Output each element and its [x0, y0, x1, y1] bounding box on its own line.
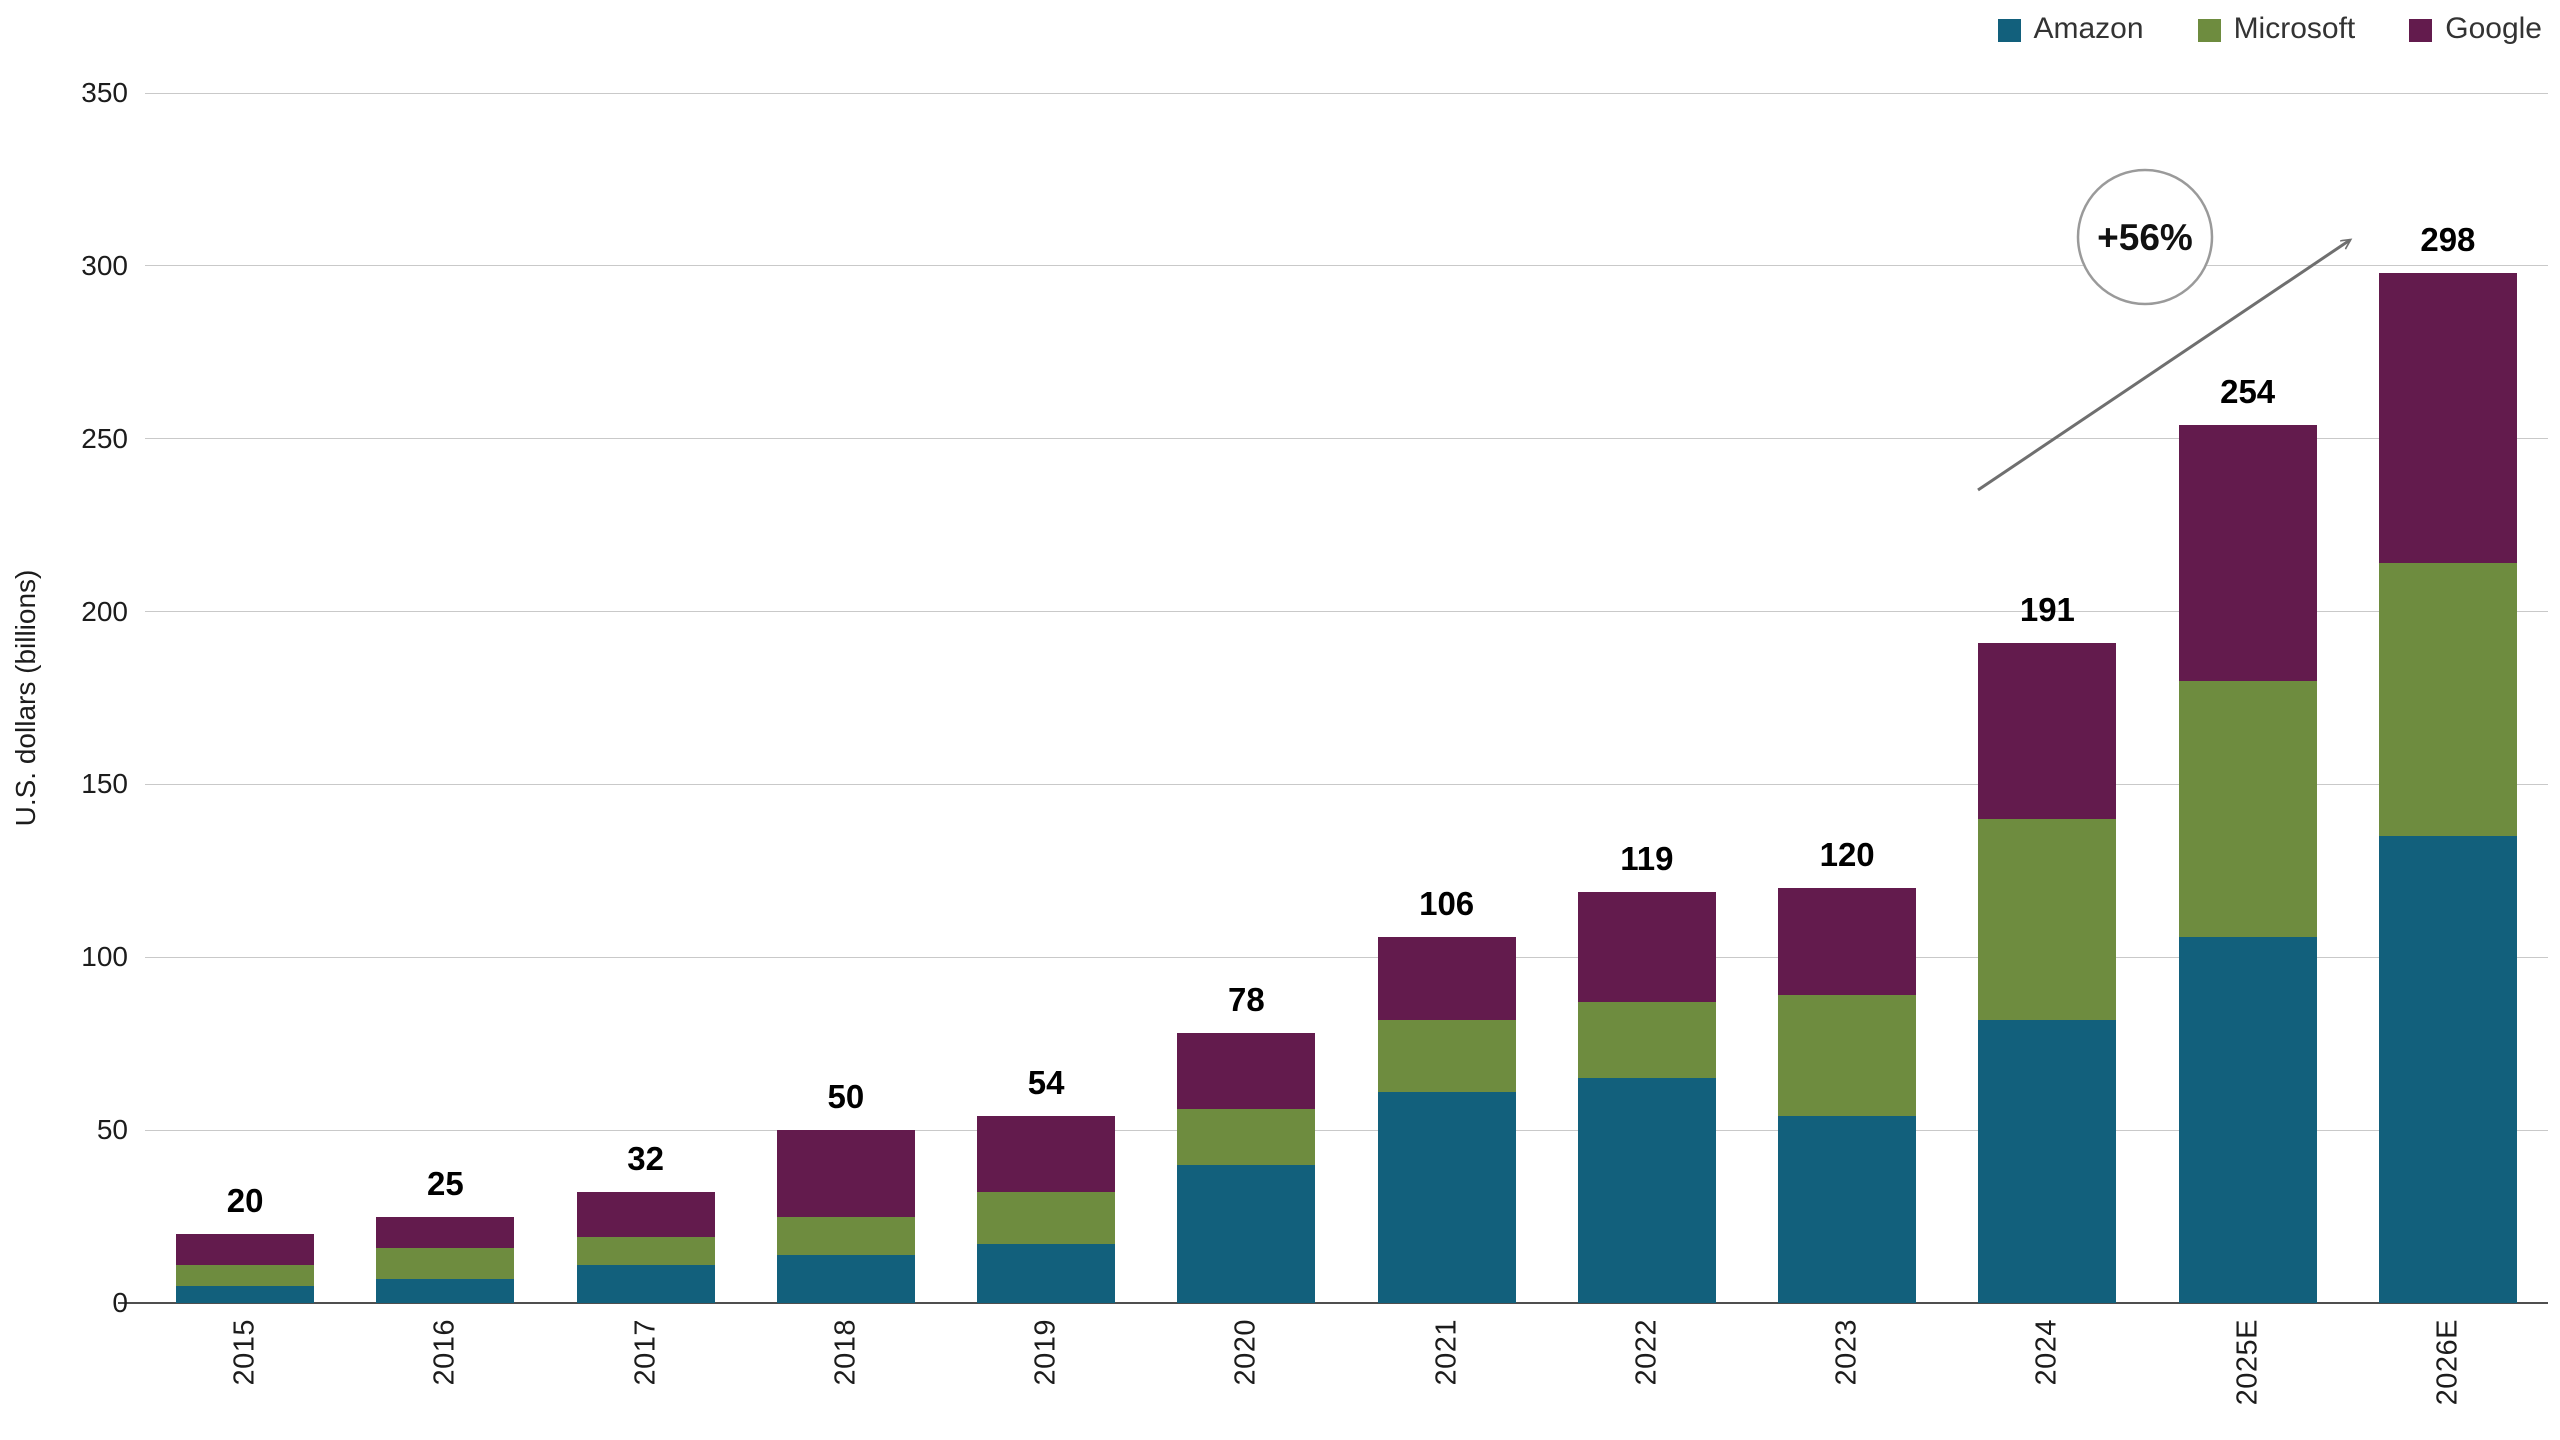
x-axis-label: 2015 — [228, 1319, 261, 1386]
bar-segment-microsoft — [176, 1264, 315, 1286]
bar-segment-google — [376, 1216, 515, 1248]
bar-segment-google — [1978, 642, 2117, 819]
bar-segment-amazon — [2378, 836, 2517, 1303]
gridline — [145, 265, 2548, 267]
bar-segment-amazon — [1978, 1019, 2117, 1303]
bar-segment-amazon — [1177, 1164, 1316, 1303]
legend-item-google: Google — [2409, 12, 2542, 46]
bar-segment-amazon — [1778, 1116, 1917, 1303]
legend-swatch-google — [2409, 19, 2433, 42]
y-tick-label: 150 — [81, 768, 128, 800]
bar-segment-google — [2178, 424, 2317, 681]
x-axis-label: 2023 — [1830, 1319, 1863, 1386]
gridline — [145, 956, 2548, 958]
bar-total-label: 32 — [627, 1140, 664, 1178]
legend-swatch-microsoft — [2197, 19, 2221, 42]
bar-total-label: 298 — [2420, 220, 2476, 258]
bar-total-label: 120 — [1819, 836, 1875, 874]
legend-label: Google — [2445, 12, 2542, 45]
y-tick-label: 100 — [81, 941, 128, 973]
bar-total-label: 20 — [226, 1181, 264, 1219]
gridline — [145, 1129, 2548, 1131]
bar-segment-amazon — [376, 1278, 515, 1303]
annotation-label: +56% — [2097, 217, 2193, 258]
annotation-circle — [2076, 168, 2214, 306]
bar-segment-microsoft — [1978, 819, 2117, 1020]
y-tick-label: 50 — [96, 1114, 128, 1146]
bar-segment-microsoft — [977, 1192, 1116, 1245]
bar-segment-amazon — [977, 1244, 1116, 1303]
legend-label: Amazon — [2033, 12, 2144, 45]
x-axis-label: 2025E — [2231, 1319, 2264, 1406]
x-axis-label: 2024 — [2030, 1319, 2063, 1386]
bar-segment-amazon — [176, 1285, 315, 1303]
bar-segment-microsoft — [376, 1247, 515, 1279]
bar-segment-amazon — [2178, 936, 2317, 1303]
bar-segment-amazon — [1377, 1092, 1516, 1303]
x-axis-label: 2022 — [1630, 1319, 1663, 1386]
bar-total-label: 119 — [1620, 839, 1674, 877]
bar-segment-microsoft — [2178, 680, 2317, 937]
bar-segment-microsoft — [1377, 1019, 1516, 1093]
bar-segment-microsoft — [1778, 995, 1917, 1117]
bar-segment-amazon — [776, 1254, 915, 1303]
y-tick-label: 0 — [112, 1287, 128, 1318]
x-axis-label: 2019 — [1029, 1319, 1062, 1386]
legend-swatch-amazon — [1997, 19, 2021, 42]
gridline — [145, 438, 2548, 440]
bar-segment-microsoft — [1577, 1002, 1716, 1079]
bar-total-label: 106 — [1419, 884, 1475, 922]
bar-segment-amazon — [1577, 1078, 1716, 1303]
bar-segment-google — [176, 1233, 315, 1265]
bar-total-label: 191 — [2019, 590, 2075, 628]
bar-segment-microsoft — [1177, 1109, 1316, 1165]
y-tick-label: 300 — [81, 249, 128, 281]
bar-segment-google — [776, 1130, 915, 1217]
bar-segment-google — [576, 1192, 715, 1238]
y-tick-label: 200 — [81, 595, 128, 627]
gridline — [145, 783, 2548, 785]
bar-segment-google — [1177, 1033, 1316, 1110]
x-axis-line — [118, 1302, 2548, 1304]
bar-segment-google — [2378, 272, 2517, 564]
bar-total-label: 254 — [2220, 372, 2276, 410]
legend-item-microsoft: Microsoft — [2197, 12, 2356, 46]
x-axis-label: 2018 — [829, 1319, 862, 1386]
x-axis-label: 2021 — [1430, 1319, 1463, 1386]
bar-segment-microsoft — [576, 1237, 715, 1265]
bar-segment-microsoft — [2378, 563, 2517, 837]
y-tick-label: 250 — [81, 422, 128, 454]
bar-total-label: 50 — [827, 1078, 865, 1116]
gridline — [145, 611, 2548, 613]
legend-item-amazon: Amazon — [1997, 12, 2144, 46]
x-axis-label: 2026E — [2431, 1319, 2464, 1406]
bar-total-label: 54 — [1027, 1064, 1065, 1102]
bar-segment-google — [977, 1116, 1116, 1193]
legend-label: Microsoft — [2233, 12, 2356, 45]
bar-segment-amazon — [576, 1264, 715, 1303]
bar-segment-google — [1377, 936, 1516, 1020]
x-axis-label: 2017 — [629, 1319, 662, 1386]
x-axis-label: 2020 — [1229, 1319, 1262, 1386]
bar-segment-microsoft — [776, 1216, 915, 1255]
y-tick-label: 350 — [81, 77, 128, 108]
bar-total-label: 78 — [1228, 981, 1265, 1019]
bar-segment-google — [1577, 891, 1716, 1003]
legend: Amazon Microsoft Google — [1997, 12, 2542, 46]
gridline — [145, 92, 2548, 94]
bar-segment-google — [1778, 888, 1917, 996]
x-axis-label: 2016 — [428, 1319, 461, 1386]
bar-total-label: 25 — [427, 1164, 464, 1202]
